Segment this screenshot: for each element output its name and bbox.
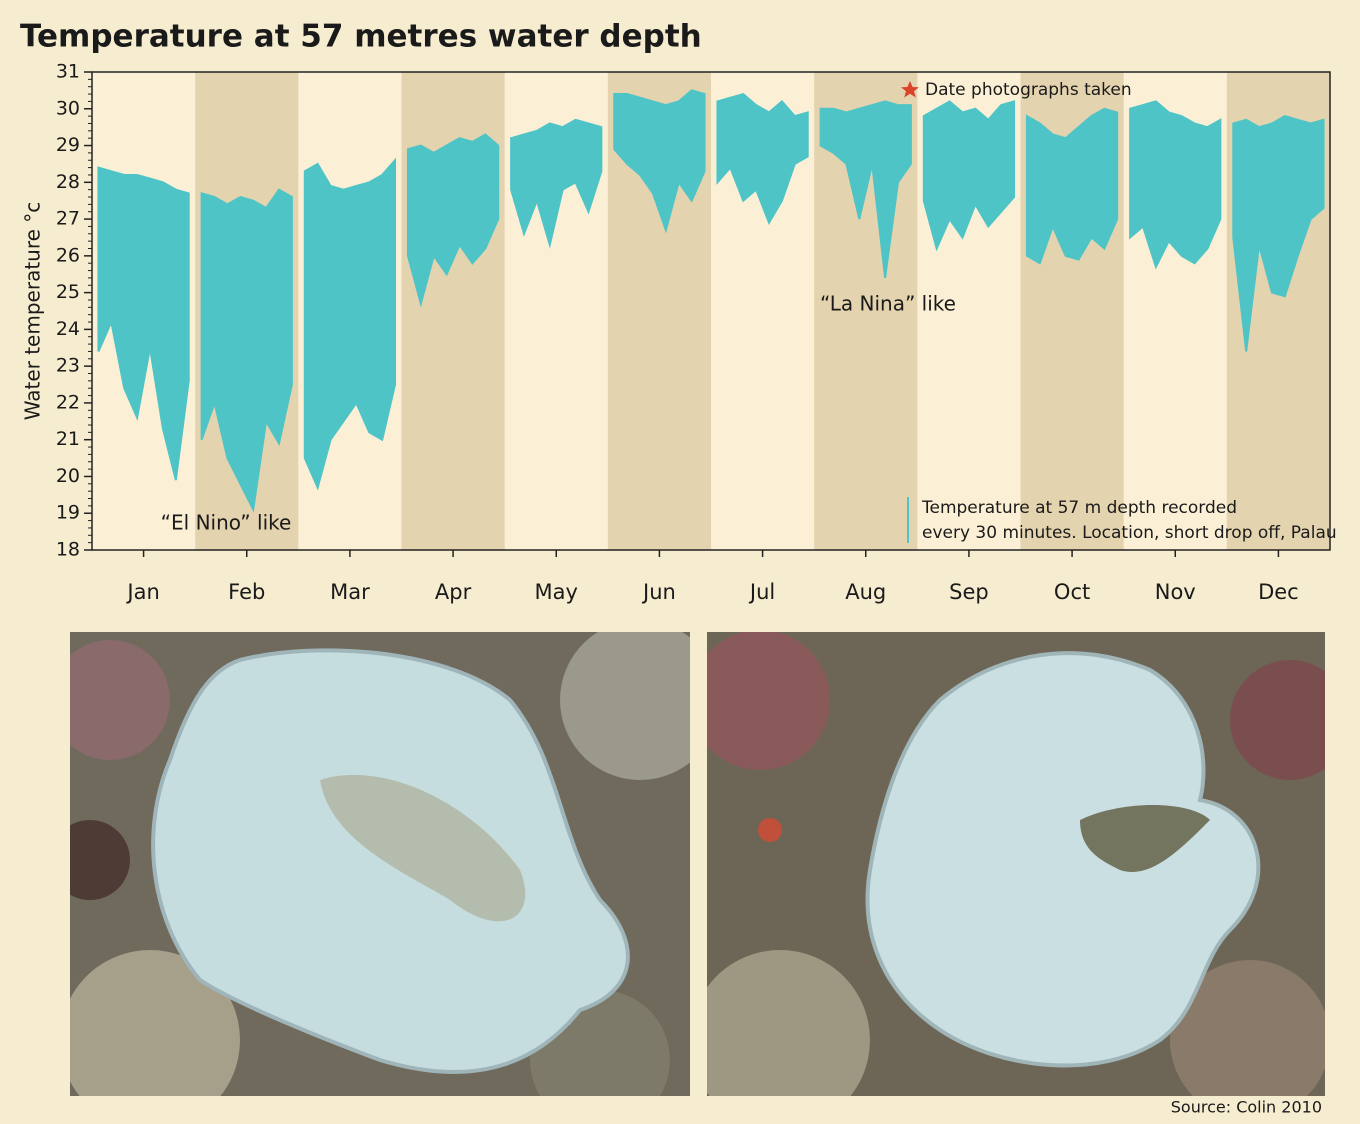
y-tick-label: 31 xyxy=(56,61,80,83)
plot-frame xyxy=(91,71,1331,551)
x-tick-label: Aug xyxy=(845,580,886,604)
annotation: “El Nino” like xyxy=(161,511,292,535)
temperature-range xyxy=(716,92,809,226)
temperature-range xyxy=(510,118,603,249)
y-tick-label: 24 xyxy=(56,318,80,340)
x-tick-label: Jun xyxy=(641,580,676,604)
y-tick-label: 25 xyxy=(56,281,80,303)
y-tick-label: 30 xyxy=(56,97,80,119)
temperature-range xyxy=(1129,100,1222,270)
coral-photo xyxy=(707,632,1325,1096)
chart-title: Temperature at 57 metres water depth xyxy=(20,19,702,55)
annotation: “La Nina” like xyxy=(820,292,956,316)
x-tick-label: Mar xyxy=(330,580,370,604)
temperature-range xyxy=(922,100,1016,252)
x-tick-label: Sep xyxy=(949,580,989,604)
legend-text: every 30 minutes. Location, short drop o… xyxy=(922,523,1337,543)
x-tick-label: Jan xyxy=(125,580,159,604)
temperature-range xyxy=(406,133,500,308)
plot: 18 19 20 21 22 23 24 25 26 27 28 29 30 31 Jan Feb Mar Apr… xyxy=(56,61,1331,604)
coral-photo xyxy=(70,632,690,1096)
temperature-range xyxy=(200,188,293,513)
y-tick-label: 23 xyxy=(56,355,80,377)
temperature-range xyxy=(1232,115,1325,352)
x-tick-label: Nov xyxy=(1155,580,1196,604)
y-tick-label: 28 xyxy=(56,171,80,193)
x-tick-label: Apr xyxy=(435,580,472,604)
y-tick-label: 21 xyxy=(56,428,80,450)
y-tick-label: 27 xyxy=(56,208,80,230)
y-tick-label: 18 xyxy=(56,539,80,561)
y-tick-label: 22 xyxy=(56,391,80,413)
y-tick-label: 29 xyxy=(56,134,80,156)
photo-date-marker xyxy=(901,81,919,98)
y-tick-label: 26 xyxy=(56,244,80,266)
temperature-range xyxy=(1025,107,1119,265)
x-tick-label: Feb xyxy=(228,580,265,604)
x-tick-label: Jul xyxy=(748,580,775,604)
temperature-range xyxy=(97,166,190,481)
x-tick-label: May xyxy=(535,580,578,604)
y-tick-label: 19 xyxy=(56,502,80,524)
temperature-range xyxy=(819,100,912,279)
temperature-range xyxy=(303,157,397,491)
x-tick-label: Dec xyxy=(1258,580,1299,604)
source: Source: Colin 2010 xyxy=(1171,1098,1322,1117)
marker-label: Date photographs taken xyxy=(925,80,1132,100)
legend-text: Temperature at 57 m depth recorded xyxy=(921,498,1237,518)
y-axis-label: Water temperature °c xyxy=(21,202,45,421)
x-tick-label: Oct xyxy=(1054,580,1090,604)
y-tick-label: 20 xyxy=(56,465,80,487)
temperature-range xyxy=(613,89,706,234)
